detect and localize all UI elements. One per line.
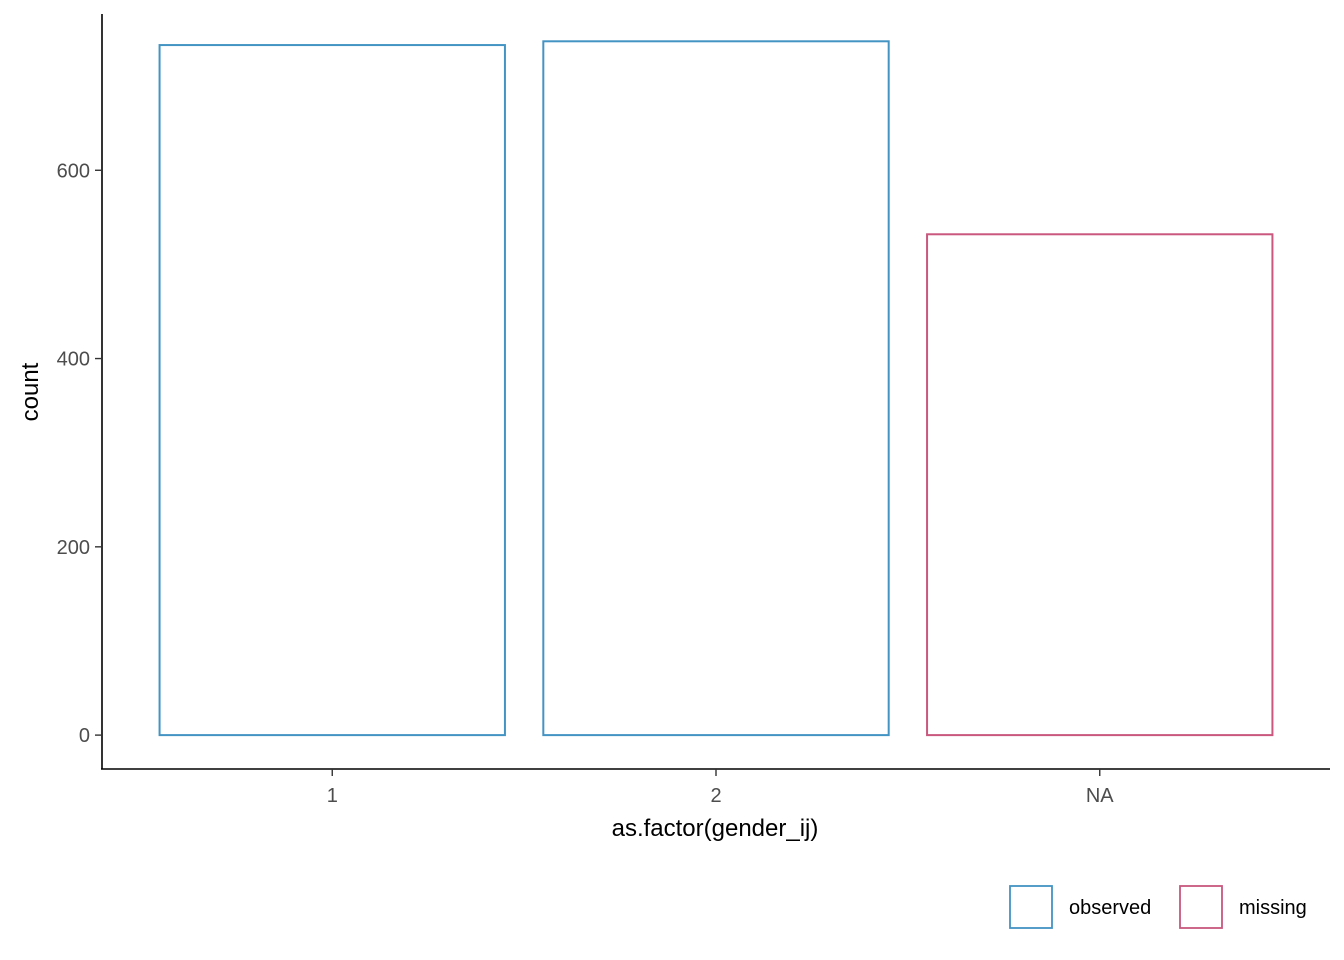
y-tick-label: 200 bbox=[57, 537, 90, 559]
x-tick-label: NA bbox=[1086, 785, 1114, 807]
y-tick-label: 600 bbox=[57, 160, 90, 182]
legend-label-observed: observed bbox=[1069, 897, 1151, 919]
legend: observed missing bbox=[1009, 885, 1307, 929]
y-axis-title: count bbox=[17, 362, 44, 421]
axes-layer bbox=[101, 14, 1330, 770]
x-tick-label: 2 bbox=[710, 785, 721, 807]
x-tick-label: 1 bbox=[327, 785, 338, 807]
bars-layer bbox=[158, 40, 1274, 737]
y-ticks: 0 200 400 600 bbox=[57, 160, 102, 747]
x-ticks: 1 2 NA bbox=[327, 769, 1114, 807]
y-tick-label: 0 bbox=[79, 725, 90, 747]
bar-2 bbox=[542, 40, 890, 737]
bar-1 bbox=[158, 44, 506, 737]
legend-label-missing: missing bbox=[1239, 897, 1307, 919]
bar-na bbox=[926, 233, 1274, 737]
x-axis-title: as.factor(gender_ij) bbox=[612, 815, 819, 842]
legend-key-observed bbox=[1009, 885, 1053, 929]
legend-key-missing bbox=[1179, 885, 1223, 929]
y-tick-label: 400 bbox=[57, 349, 90, 371]
